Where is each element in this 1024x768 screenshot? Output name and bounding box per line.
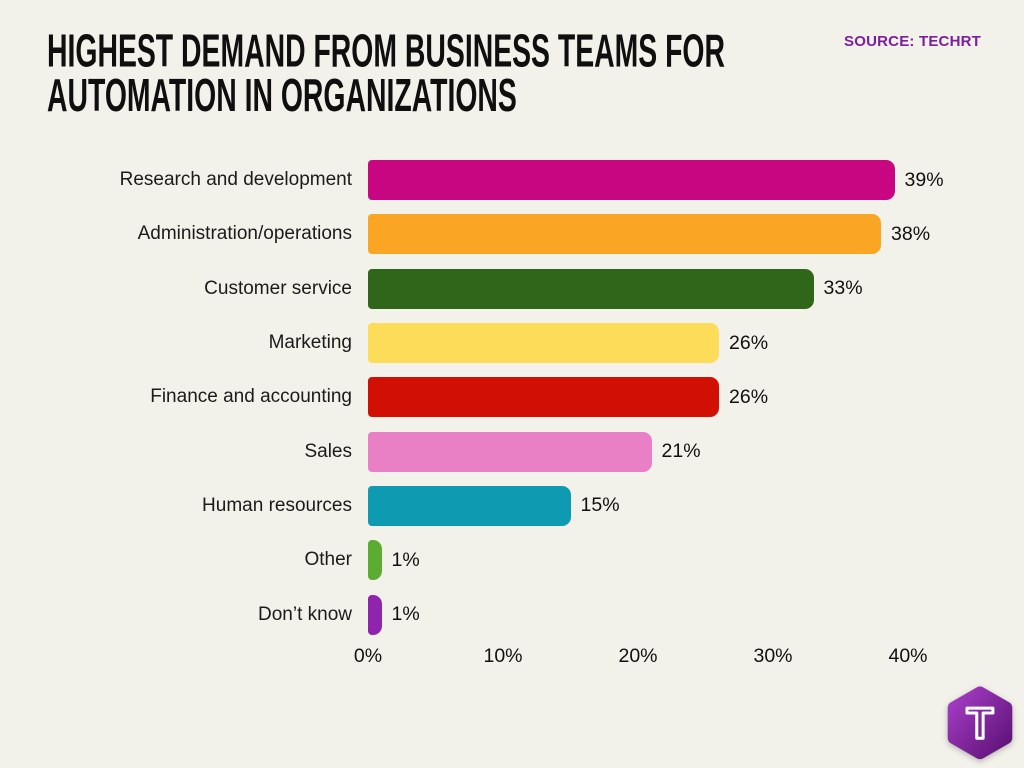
value-label: 38%: [891, 222, 931, 245]
value-label: 21%: [661, 440, 701, 463]
value-label: 33%: [823, 277, 863, 300]
logo-hexagon: [947, 686, 1013, 760]
bar: [368, 160, 895, 201]
page-title-text: HIGHEST DEMAND FROM BUSINESS TEAMS FOR A…: [47, 25, 725, 122]
chart-row: Sales 21%: [0, 424, 1024, 478]
category-label: Finance and accounting: [150, 386, 352, 408]
x-tick-label: 10%: [483, 645, 523, 667]
page-title: HIGHEST DEMAND FROM BUSINESS TEAMS FOR A…: [47, 25, 827, 130]
value-label: 15%: [580, 494, 620, 517]
techrt-logo: T: [947, 686, 1013, 760]
bar: [368, 594, 382, 635]
bar: [368, 268, 814, 309]
bar: [368, 323, 719, 364]
category-label: Sales: [304, 440, 352, 462]
x-axis: 0% 10% 20% 30% 40%: [0, 645, 1024, 673]
category-label: Customer service: [204, 277, 352, 299]
bar: [368, 377, 719, 418]
chart-row: Administration/operations 38%: [0, 207, 1024, 261]
category-label: Other: [304, 549, 352, 571]
bar: [368, 540, 382, 581]
logo-letter: T: [967, 699, 994, 748]
value-label: 26%: [729, 331, 769, 354]
value-label: 1%: [391, 548, 420, 571]
x-tick-label: 20%: [618, 645, 658, 667]
category-label: Research and development: [119, 169, 352, 191]
chart-row: Research and development 39%: [0, 153, 1024, 207]
x-tick-label: 0%: [353, 645, 383, 667]
chart-rows: Research and development 39% Administratio…: [0, 153, 1024, 642]
bar: [368, 214, 881, 255]
category-label: Human resources: [202, 494, 352, 516]
chart-row: Don’t know 1%: [0, 587, 1024, 641]
bar: [368, 431, 652, 472]
category-label: Don’t know: [258, 603, 352, 625]
x-tick-label: 40%: [888, 645, 928, 667]
value-label: 1%: [391, 603, 420, 626]
chart-row: Finance and accounting 26%: [0, 370, 1024, 424]
x-tick-label: 30%: [753, 645, 793, 667]
bar: [368, 485, 571, 526]
category-label: Marketing: [268, 332, 352, 354]
chart-row: Human resources 15%: [0, 479, 1024, 533]
chart-row: Other 1%: [0, 533, 1024, 587]
chart-row: Marketing 26%: [0, 316, 1024, 370]
source-attribution: SOURCE: TECHRT: [844, 33, 981, 50]
value-label: 26%: [729, 385, 769, 408]
value-label: 39%: [904, 168, 944, 191]
chart-row: Customer service 33%: [0, 262, 1024, 316]
category-label: Administration/operations: [137, 223, 352, 245]
